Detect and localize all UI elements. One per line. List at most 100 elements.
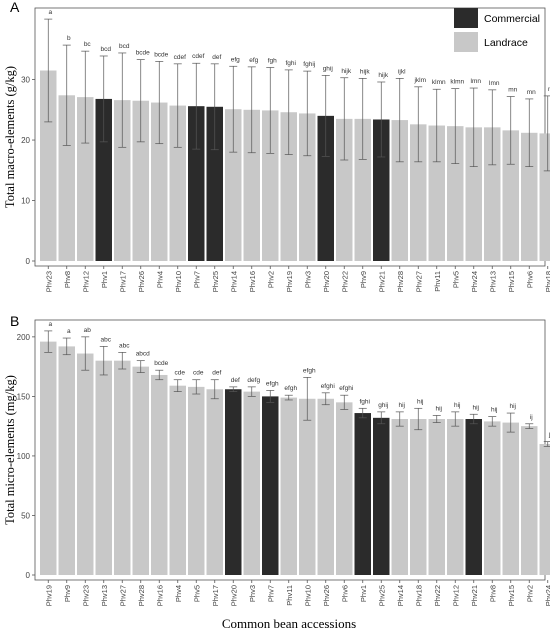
panel-a-x-tick-label: Phv16 <box>248 271 257 292</box>
panel-b-x-tick-label: Phv11 <box>285 585 294 606</box>
panel-b-significance-letter: hij <box>454 402 461 409</box>
panel-a-x-tick-label: Phv15 <box>507 271 516 292</box>
panel-b-bar <box>429 419 446 575</box>
panel-a-significance-letter: klmn <box>450 79 464 86</box>
legend-label-landrace: Landrace <box>484 37 528 49</box>
panel-a-significance-letter: ghij <box>323 65 333 72</box>
panel-b-bar <box>151 375 168 575</box>
legend-swatch-commercial <box>454 8 478 28</box>
panel-b-bar <box>262 396 279 575</box>
panel-b-y-tick-label: 150 <box>17 392 31 401</box>
panel-a-x-tick-label: Phv22 <box>340 271 349 292</box>
panel-b-x-tick-label: Phv18 <box>414 585 423 606</box>
panel-b-bar <box>170 386 187 575</box>
panel-a-x-tick-label: Phv17 <box>118 271 127 292</box>
panel-b-bar <box>336 402 353 575</box>
panel-b-significance-letter: abc <box>119 342 130 349</box>
panel-b-bar <box>540 444 550 575</box>
panel-a-y-tick-label: 20 <box>21 136 30 145</box>
panel-a-x-tick-label: Phv24 <box>470 271 479 292</box>
panel-a-significance-letter: bc <box>84 41 92 48</box>
panel-b-significance-letter: hij <box>398 402 405 409</box>
panel-b-significance-letter: hij <box>509 403 516 410</box>
panel-b-bar <box>299 399 316 575</box>
panel-a-significance-letter: a <box>48 9 52 16</box>
panel-a-x-tick-label: Phv27 <box>414 271 423 292</box>
panel-b-significance-letter: def <box>231 377 240 384</box>
panel-b-bar <box>447 419 464 575</box>
panel-a-x-tick-label: Phv28 <box>396 271 405 292</box>
legend-label-commercial: Commercial <box>484 13 540 25</box>
panel-b-bar <box>392 419 409 575</box>
panel-a-x-tick-label: Phv25 <box>211 271 220 292</box>
panel-a-significance-letter: efg <box>231 56 240 63</box>
panel-b-bar <box>373 418 390 575</box>
panel-b-bar <box>410 419 427 575</box>
panel-a-significance-letter: fghi <box>286 60 296 67</box>
panel-a-x-tick-label: Phv21 <box>377 271 386 292</box>
panel-b-x-tick-label: Phv21 <box>470 585 479 606</box>
panel-a-label: A <box>10 0 20 15</box>
panel-b-x-tick-label: Phv25 <box>377 585 386 606</box>
panel-b-x-tick-label: Phv10 <box>303 585 312 606</box>
panel-a-x-tick-label: Phv19 <box>285 271 294 292</box>
panel-b-significance-letter: efgh <box>266 380 279 387</box>
panel-b-bar <box>114 361 131 575</box>
panel-b-x-tick-label: Phv28 <box>137 585 146 606</box>
panel-b-significance-letter: hij <box>491 407 498 414</box>
panel-b-x-tick-label: Phv3 <box>248 585 257 602</box>
panel-b-significance-letter: def <box>212 370 221 377</box>
panel-b-bar <box>484 421 501 575</box>
panel-a-x-tick-label: Phv6 <box>525 271 534 288</box>
panel-b-x-tick-label: Phv7 <box>266 585 275 602</box>
panel-b-significance-letter: efgh <box>303 367 316 374</box>
panel-b-x-tick-label: Phv15 <box>507 585 516 606</box>
panel-a-x-tick-label: Phv3 <box>303 271 312 288</box>
panel-b-significance-letter: abc <box>101 336 112 343</box>
panel-a-significance-letter: klmn <box>432 79 446 86</box>
panel-a-significance-letter: lmn <box>471 78 482 85</box>
panel-a-x-tick-label: Phv9 <box>359 271 368 288</box>
panel-b-significance-letter: ghij <box>378 402 388 409</box>
panel-b-significance-letter: hij <box>417 398 424 405</box>
panel-a-x-tick-label: Phv23 <box>44 271 53 292</box>
panel-b-bar <box>96 361 113 575</box>
panel-b-bar <box>225 389 242 575</box>
panel-a-significance-letter: ijkl <box>398 68 406 75</box>
panel-b-x-tick-label: Phv1 <box>359 585 368 602</box>
panel-a-x-tick-label: Phv5 <box>451 271 460 288</box>
panel-b-bar <box>355 413 372 575</box>
panel-b-significance-letter: ab <box>84 327 92 334</box>
panel-b-bar <box>503 423 520 575</box>
panel-a-y-axis-label: Total macro-elements (g/kg) <box>3 66 17 208</box>
panel-a-x-tick-label: Phv13 <box>488 271 497 292</box>
panel-a-x-tick-label: Phv7 <box>192 271 201 288</box>
panel-b-bar <box>244 392 261 575</box>
panel-b-x-tick-label: Phv6 <box>340 585 349 602</box>
panel-a-significance-letter: fghij <box>303 61 315 68</box>
panel-a-significance-letter: cdef <box>174 54 186 61</box>
x-axis-label: Common bean accessions <box>222 616 356 631</box>
panel-b-significance-letter: ij <box>530 414 533 421</box>
panel-b-x-tick-label: Phv2 <box>525 585 534 602</box>
panel-a-significance-letter: mn <box>508 87 517 94</box>
legend-swatch-landrace <box>454 32 478 52</box>
panel-a-x-tick-label: Phv14 <box>229 271 238 292</box>
panel-a-x-tick-label: Phv11 <box>433 271 442 292</box>
panel-b-x-tick-label: Phv26 <box>322 585 331 606</box>
panel-b-bar <box>133 367 150 575</box>
panel-b-x-tick-label: Phv8 <box>488 585 497 602</box>
panel-a-significance-letter: efg <box>249 57 258 64</box>
panel-b-x-tick-label: Phv16 <box>155 585 164 606</box>
panel-b-bar <box>281 398 298 575</box>
panel-b-y-tick-label: 50 <box>21 511 30 520</box>
panel-b-y-tick-label: 0 <box>26 571 31 580</box>
panel-a-x-tick-label: Phv18 <box>544 271 550 292</box>
panel-b-y-axis-label: Total micro-elements (mg/kg) <box>3 375 17 525</box>
panel-b-x-tick-label: Phv27 <box>118 585 127 606</box>
panel-b-significance-letter: fghi <box>360 398 370 405</box>
panel-b-x-tick-label: Phv5 <box>192 585 201 602</box>
panel-b-bar <box>59 346 76 575</box>
panel-b-significance-letter: efgh <box>284 385 297 392</box>
panel-a-significance-letter: bcde <box>154 51 168 58</box>
